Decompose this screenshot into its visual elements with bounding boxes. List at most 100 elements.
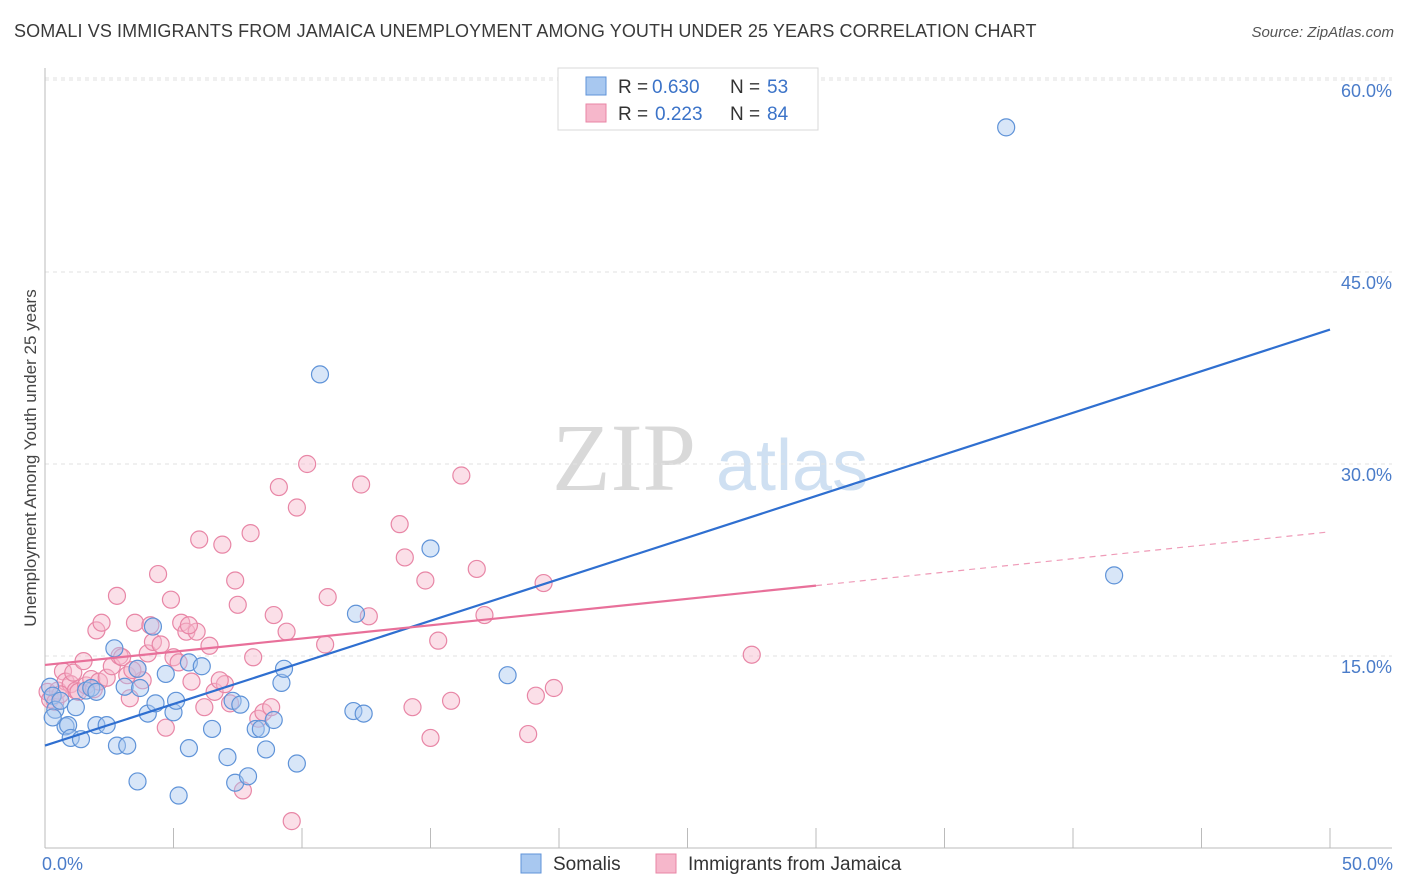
somali-point: [202, 719, 222, 739]
trend-lines: [44, 328, 1331, 747]
somali-point: [251, 719, 270, 739]
somali-point: [1105, 566, 1124, 585]
gridlines: [45, 77, 1392, 657]
legend-swatch-somali: [585, 76, 607, 96]
somali-point: [218, 748, 237, 767]
somali-point: [192, 657, 211, 676]
somali-point: [118, 736, 137, 755]
somali-point: [354, 704, 373, 723]
somali-point: [246, 719, 265, 739]
jamaica-trend-extension: [815, 531, 1331, 587]
somali-point: [128, 659, 147, 678]
legend-jamaica-n-value: 84: [767, 104, 789, 125]
source-note: Source: ZipAtlas.com: [1251, 24, 1394, 41]
jamaica-point: [429, 631, 448, 650]
jamaica-point: [161, 590, 181, 609]
legend-somali-n-label: N =: [730, 77, 760, 98]
axes: [44, 68, 1392, 849]
jamaica-point: [182, 672, 201, 691]
somali-point: [143, 617, 163, 636]
legend-somali-n-value: 53: [767, 77, 788, 98]
x-tick-label-min: 0.0%: [42, 854, 83, 874]
somali-point: [256, 740, 276, 759]
somali-point: [346, 604, 366, 623]
jamaica-point: [282, 812, 301, 831]
jamaica-point: [390, 515, 409, 534]
somali-trend-line: [44, 328, 1331, 747]
y-tick-label-60: 60.0%: [1341, 81, 1392, 101]
somali-point: [128, 772, 147, 791]
watermark-zip: ZIP: [552, 404, 696, 511]
jamaica-point: [421, 728, 440, 748]
y-tick-label-15: 15.0%: [1341, 657, 1392, 677]
somali-point: [107, 736, 127, 755]
y-axis-label: Unemployment Among Youth under 25 years: [21, 289, 40, 626]
jamaica-point: [169, 653, 188, 672]
somali-point: [51, 691, 70, 710]
jamaica-points: [38, 454, 761, 831]
jamaica-point: [200, 636, 219, 655]
jamaica-point: [316, 635, 335, 654]
somali-point: [272, 673, 291, 692]
jamaica-point: [352, 475, 371, 494]
jamaica-point: [526, 686, 545, 705]
bottom-legend-swatch-jamaica: [655, 853, 677, 874]
somali-point: [231, 695, 250, 714]
jamaica-point: [452, 466, 471, 485]
somali-point: [130, 678, 150, 698]
somali-point: [421, 539, 440, 558]
somali-point: [287, 754, 306, 773]
jamaica-point: [287, 498, 306, 517]
somali-point: [105, 639, 124, 658]
jamaica-point: [416, 571, 435, 590]
jamaica-point: [190, 530, 209, 549]
jamaica-point: [92, 613, 111, 632]
watermark-atlas: atlas: [716, 426, 868, 506]
legend-swatch-jamaica: [585, 103, 607, 123]
jamaica-point: [148, 564, 168, 584]
jamaica-point: [395, 548, 414, 567]
y-tick-label-30: 30.0%: [1341, 465, 1392, 485]
jamaica-point: [213, 535, 232, 554]
jamaica-point: [179, 616, 199, 635]
jamaica-point: [441, 691, 461, 710]
jamaica-point: [519, 724, 538, 744]
jamaica-point: [277, 622, 296, 641]
axis-ticks: 15.0% 30.0% 45.0% 60.0% 0.0% 50.0%: [42, 81, 1393, 874]
series-legend: Somalis Immigrants from Jamaica: [520, 853, 902, 875]
x-tick-label-max: 50.0%: [1342, 854, 1393, 874]
legend-jamaica-r-value: 0.223: [655, 104, 703, 125]
somali-point: [87, 682, 106, 701]
jamaica-point: [298, 454, 317, 474]
jamaica-point: [97, 668, 116, 687]
jamaica-point: [269, 477, 288, 497]
somali-point: [43, 708, 62, 727]
jamaica-point: [544, 678, 563, 698]
somali-point: [115, 677, 134, 696]
jamaica-point: [244, 648, 263, 667]
somali-point: [997, 118, 1016, 137]
bottom-legend-swatch-somali: [520, 853, 542, 874]
jamaica-point: [156, 718, 175, 737]
jamaica-point: [233, 781, 252, 800]
correlation-legend: R = 0.630 N = 53 R = 0.223 N = 84: [557, 67, 819, 131]
y-tick-label-45: 45.0%: [1341, 273, 1392, 293]
jamaica-point: [107, 586, 127, 605]
jamaica-point: [125, 613, 145, 632]
jamaica-point: [151, 635, 170, 654]
jamaica-point: [195, 698, 214, 717]
jamaica-point: [226, 571, 245, 590]
somali-point: [310, 365, 330, 384]
somali-point: [66, 698, 85, 717]
jamaica-point: [264, 605, 283, 625]
jamaica-point: [742, 645, 761, 664]
jamaica-point: [228, 595, 247, 614]
somali-point: [169, 786, 188, 805]
somali-point: [264, 710, 283, 730]
chart-title: SOMALI VS IMMIGRANTS FROM JAMAICA UNEMPL…: [14, 21, 1037, 41]
jamaica-point: [64, 663, 83, 682]
somali-point: [156, 664, 175, 684]
jamaica-trend-line: [44, 584, 817, 667]
legend-jamaica-n-label: N =: [730, 104, 760, 125]
